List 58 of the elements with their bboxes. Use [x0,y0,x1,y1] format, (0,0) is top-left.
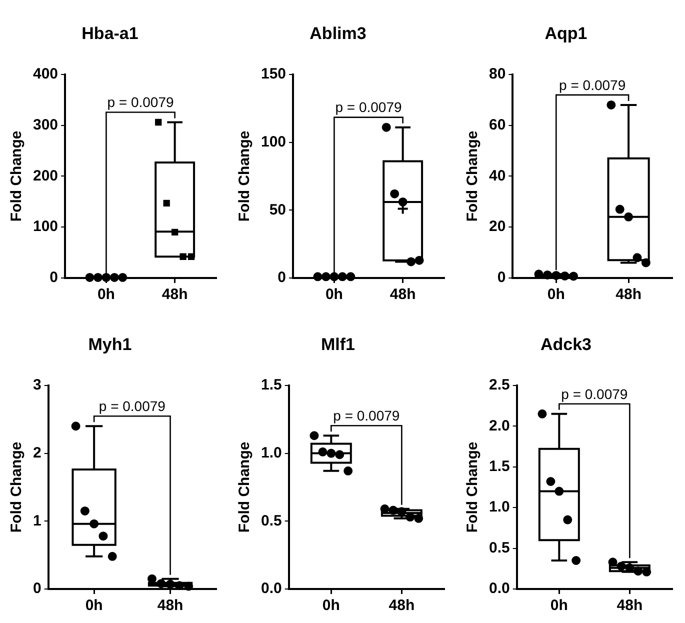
y-tick-label: 400 [32,66,58,83]
y-tick-label: 2 [33,444,42,462]
annotation: p = 0.0079 [335,99,402,116]
x-tick-label: 0h [325,286,343,304]
annotation: p = 0.0079 [333,407,400,424]
x-tick-label: 0h [85,597,103,614]
y-tick-label: 50 [269,201,286,218]
y-tick-label: 40 [488,167,506,184]
y-axis-title: Fold Change [8,442,26,533]
x-tick-label: 48h [390,286,416,304]
y-tick-label: 150 [260,66,286,83]
y-tick-label: 0.0 [260,580,282,598]
chart-title: Aqp1 [544,24,588,43]
chart-title: Myh1 [88,334,132,354]
y-tick-label: 80 [488,66,506,83]
y-tick-label: 60 [488,116,506,134]
y-tick-label: 0 [50,269,58,286]
chart-title: Hba-a1 [82,24,138,43]
annotation: p = 0.0079 [559,76,626,93]
annotation: p = 0.0079 [107,94,174,110]
y-tick-label: 0 [33,580,42,598]
y-axis-title: Fold Change [236,442,254,533]
y-tick-label: 2.5 [488,376,510,394]
x-tick-label: 0h [322,597,340,614]
y-tick-label: 3 [33,376,42,394]
y-tick-label: 200 [32,167,58,184]
x-tick-label: 0h [547,286,565,304]
y-tick-label: 0 [497,269,506,286]
annotation: p = 0.0079 [561,386,628,402]
chart-title: Ablim3 [310,24,366,43]
x-tick-label: 48h [616,286,642,304]
annotation: p = 0.0079 [98,398,166,414]
y-axis-title: Fold Change [8,130,26,222]
y-tick-label: 1.0 [260,444,282,462]
y-axis-title: Fold Change [464,442,482,533]
y-tick-label: 20 [488,218,506,236]
x-tick-label: 48h [616,597,643,614]
x-tick-label: 0h [550,597,568,614]
y-tick-label: 1 [33,512,42,530]
y-axis-title: Fold Change [464,130,482,222]
y-axis-title: Fold Change [236,130,254,222]
y-tick-label: 1.0 [488,498,510,516]
y-tick-label: 0.5 [488,539,510,556]
y-tick-label: 300 [32,116,58,134]
x-tick-label: 48h [388,597,415,614]
x-tick-label: 48h [162,286,188,304]
chart-title: Adck3 [540,334,592,354]
y-tick-label: 100 [260,133,286,150]
x-tick-label: 48h [157,597,184,614]
y-tick-label: 0 [278,269,286,286]
y-tick-label: 1.5 [260,376,282,394]
y-tick-label: 0.5 [260,512,282,530]
x-tick-label: 0h [97,286,115,304]
y-tick-label: 2.0 [488,417,510,434]
y-tick-label: 100 [32,218,58,236]
y-tick-label: 1.5 [488,458,510,475]
chart-title: Mlf1 [321,334,355,354]
y-tick-label: 0.0 [488,580,510,598]
